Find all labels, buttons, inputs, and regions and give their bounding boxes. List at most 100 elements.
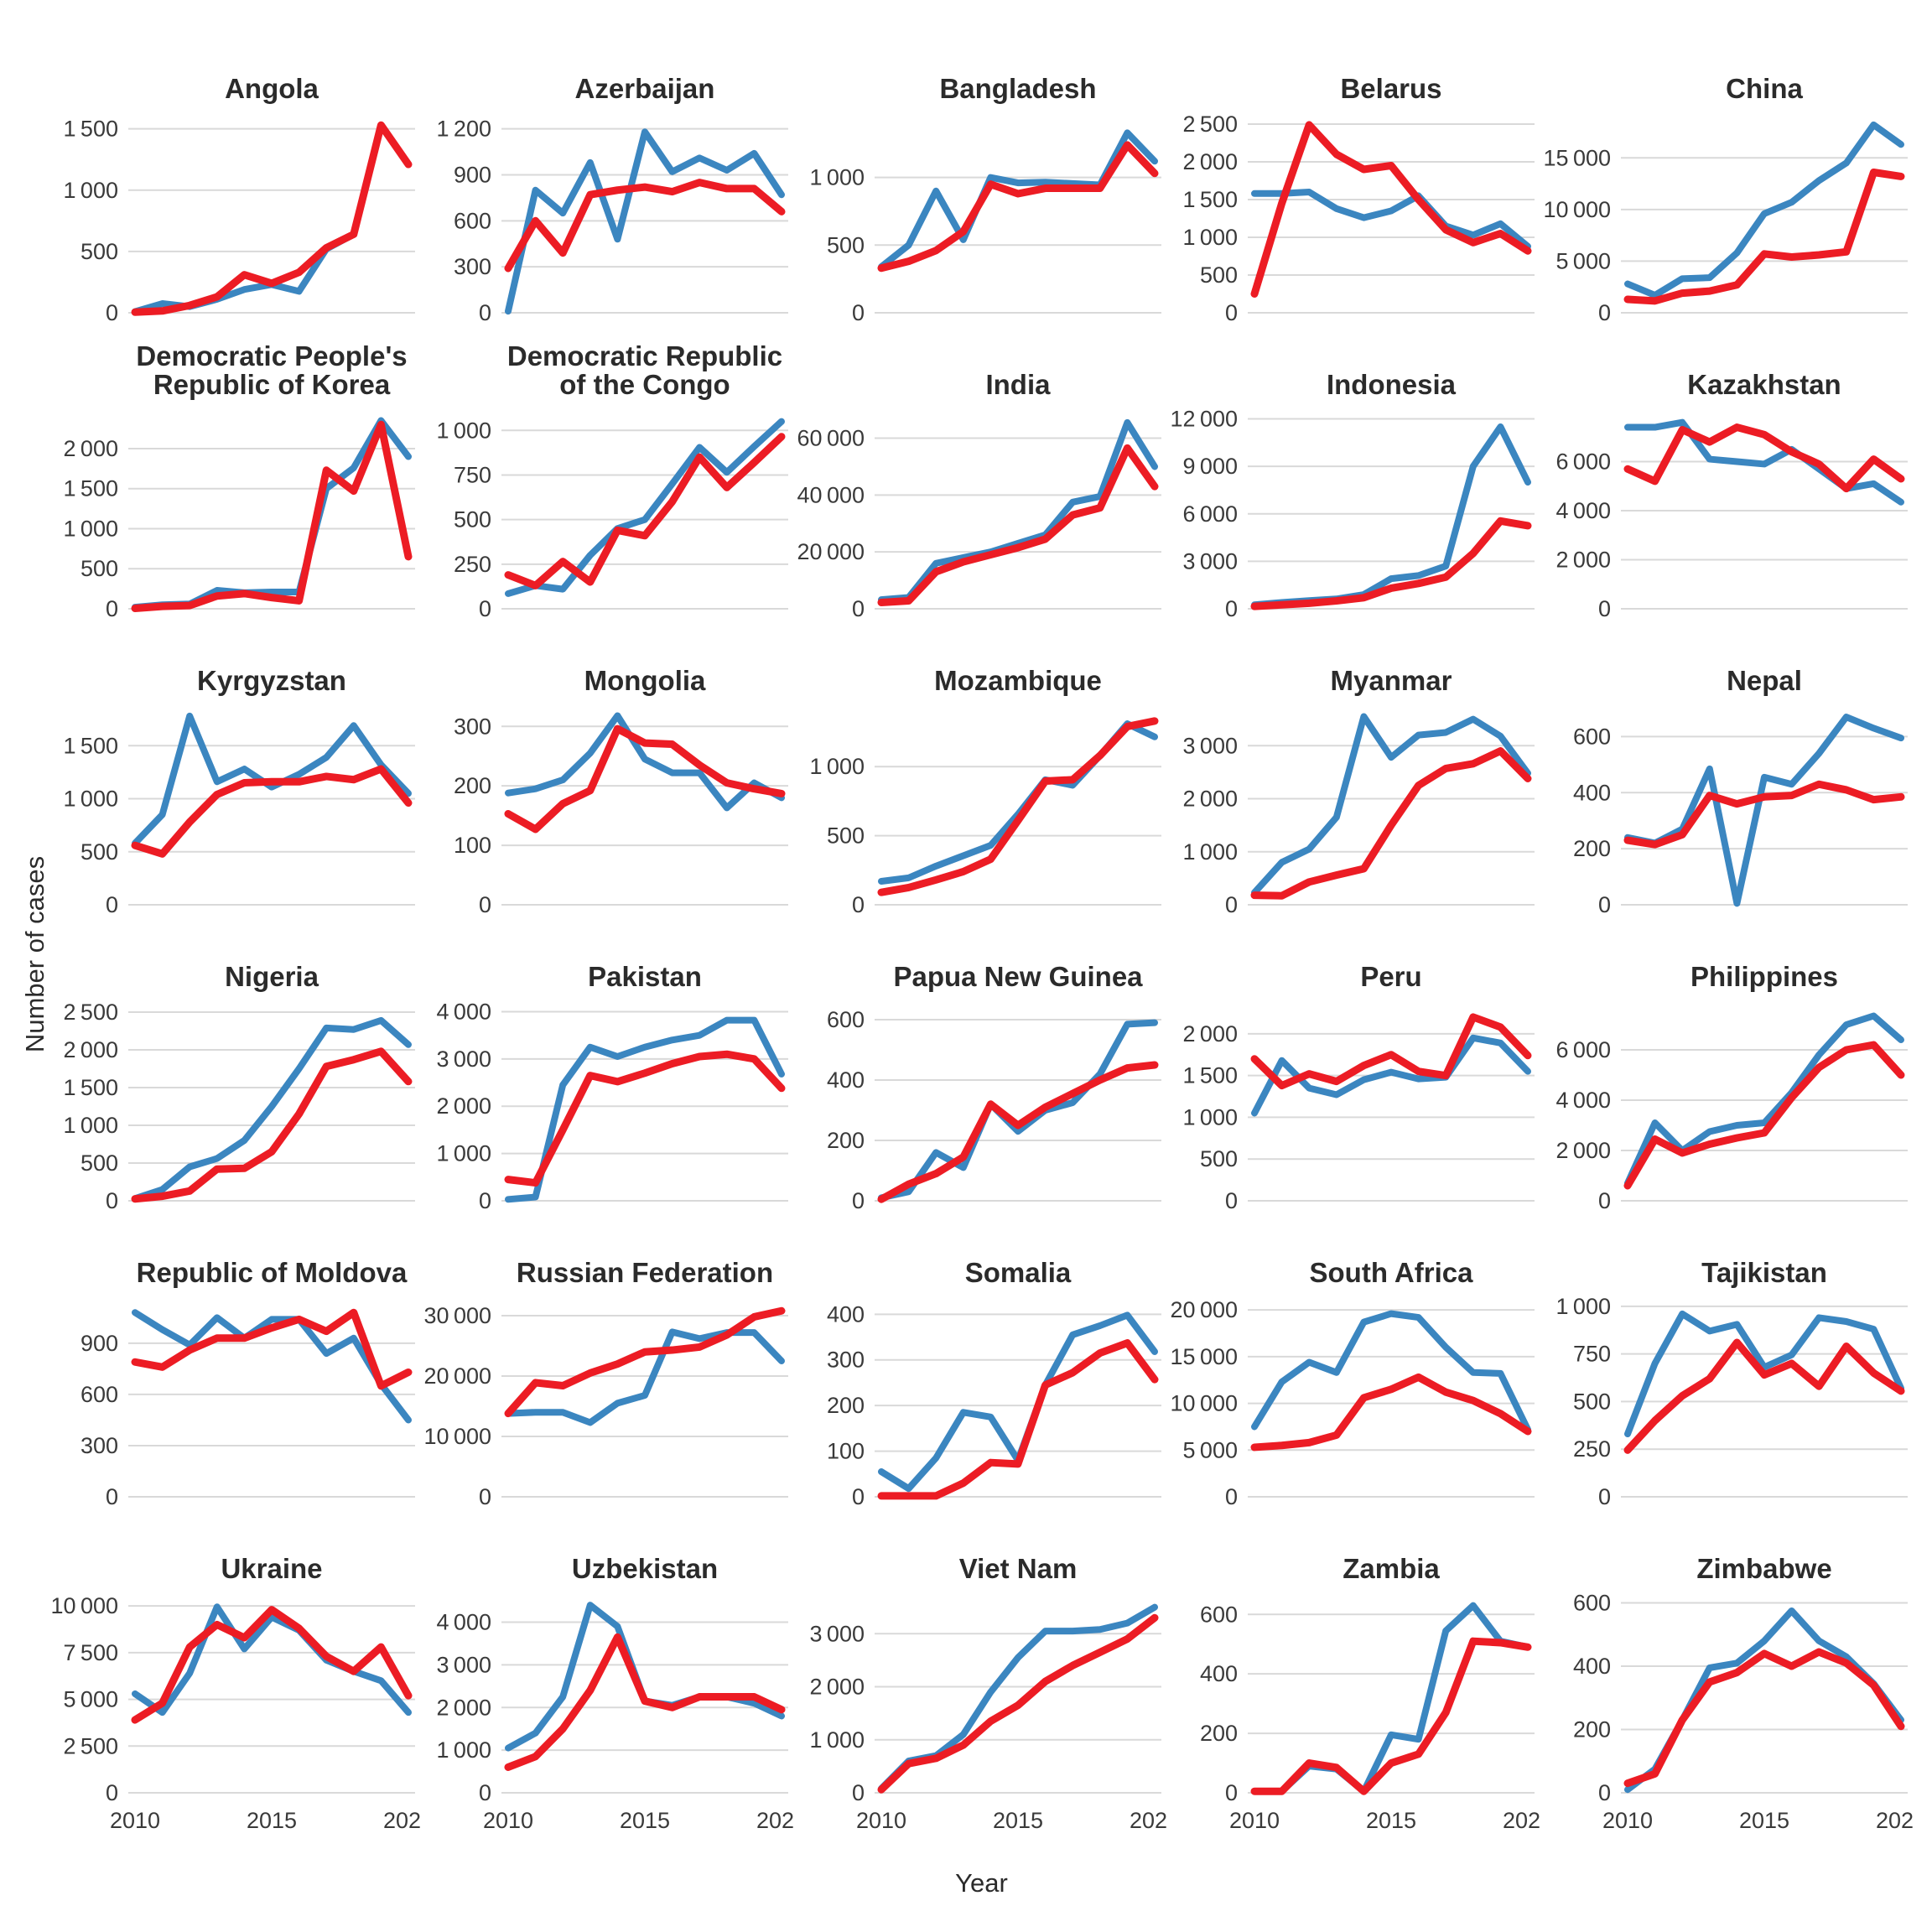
- panel-indonesia: 0 3 000 6 000 9 000 12 000 Indonesia: [1168, 342, 1541, 638]
- y-tick-label: 250: [454, 552, 491, 577]
- y-tick-label: 0: [1225, 1780, 1238, 1805]
- y-tick-label: 10 000: [1544, 197, 1612, 222]
- panel-china: 0 5 000 10 000 15 000 China: [1541, 46, 1914, 342]
- y-tick-label: 0: [479, 596, 491, 621]
- panel-title: Bangladesh: [939, 73, 1096, 104]
- blue-series-line: [132, 1309, 412, 1424]
- y-tick-label: 1 000: [810, 165, 865, 190]
- panel-belarus: 0 500 1 000 1 500 2 000 2 500 Belarus: [1168, 46, 1541, 342]
- y-tick-label: 2 000: [1556, 548, 1611, 573]
- y-tick-label: 500: [1200, 1146, 1238, 1171]
- panel-title: China: [1726, 73, 1803, 104]
- y-tick-label: 500: [1200, 262, 1238, 288]
- panel-nigeria: 0 500 1 000 1 500 2 000 2 500 Nigeria: [49, 934, 422, 1230]
- y-tick-label: 1 200: [437, 117, 491, 142]
- line-chart: 0 1 000 2 000 3 000 4 000 Pakistan: [437, 961, 788, 1213]
- red-series-line: [1623, 1648, 1905, 1788]
- red-series-line: [1623, 780, 1905, 849]
- y-tick-label: 60 000: [797, 426, 865, 451]
- line-chart: 0 500 1 000 1 500 2 000 Democratic People'sRe…: [64, 340, 415, 621]
- y-tick-label: 400: [1573, 780, 1611, 805]
- line-chart: 0 20 000 40 000 60 000 India: [797, 369, 1161, 621]
- blue-series-line: [1624, 714, 1904, 907]
- panel-philippines: 0 2 000 4 000 6 000 Philippines: [1541, 934, 1914, 1230]
- panel-title: Kazakhstan: [1687, 369, 1841, 400]
- line-chart: 0 500 1 000 Bangladesh: [810, 73, 1161, 325]
- panel-title: Myanmar: [1331, 665, 1452, 696]
- y-tick-label: 2 000: [1183, 787, 1238, 812]
- line-chart: 0 300 600 900 Republic of Moldova: [80, 1257, 415, 1509]
- line-chart: 0 300 600 900 1 200 Azerbaijan: [437, 73, 788, 325]
- y-tick-label: 2 000: [437, 1695, 491, 1720]
- blue-series-line: [1251, 713, 1531, 896]
- y-tick-label: 10 000: [51, 1593, 119, 1618]
- y-tick-label: 500: [827, 823, 865, 849]
- y-tick-label: 0: [1225, 596, 1238, 621]
- y-tick-label: 2 500: [64, 1000, 118, 1025]
- y-tick-label: 0: [1225, 300, 1238, 325]
- y-tick-label: 15 000: [1171, 1344, 1239, 1369]
- y-tick-label: 200: [1573, 1717, 1611, 1742]
- panel-title: Azerbaijan: [575, 73, 715, 104]
- panel-title: Pakistan: [588, 961, 702, 992]
- y-tick-label: 200: [1200, 1721, 1238, 1746]
- y-tick-label: 400: [1573, 1654, 1611, 1679]
- y-tick-label: 4 000: [437, 999, 491, 1024]
- y-tick-label: 0: [852, 1188, 865, 1213]
- panel-kyrgyzstan: 0 500 1 000 1 500 Kyrgyzstan: [49, 638, 422, 934]
- y-tick-label: 1 000: [64, 1113, 118, 1138]
- panel-kazakhstan: 0 2 000 4 000 6 000 Kazakhstan: [1541, 342, 1914, 638]
- y-tick-label: 600: [1573, 724, 1611, 749]
- line-chart: 0 5 000 10 000 15 000 20 000 South Africa: [1171, 1257, 1535, 1509]
- red-series-line: [1250, 1637, 1532, 1795]
- y-tick-label: 0: [1598, 1484, 1611, 1509]
- y-tick-label: 1 500: [64, 117, 118, 142]
- panel-title: Republic of Moldova: [137, 1257, 408, 1288]
- line-chart: 0 10 000 20 000 30 000 Russian Federation: [424, 1257, 788, 1509]
- y-tick-label: 750: [1573, 1342, 1611, 1367]
- y-tick-label: 500: [827, 232, 865, 257]
- y-tick-label: 0: [106, 300, 118, 325]
- blue-series-line: [1624, 1012, 1904, 1187]
- line-chart: 0 200 400 600 Papua New Guinea: [827, 961, 1161, 1213]
- line-chart: 0 100 200 300 400 Somalia: [827, 1257, 1161, 1509]
- y-tick-label: 200: [1573, 836, 1611, 861]
- y-tick-label: 1 000: [810, 754, 865, 779]
- line-chart: 0 500 1 000 1 500 2 000 2 500 Nigeria: [64, 961, 415, 1213]
- y-tick-label: 5 000: [1556, 248, 1611, 273]
- blue-series-line: [878, 418, 1158, 604]
- y-tick-label: 0: [1225, 892, 1238, 917]
- panel-title: Nepal: [1727, 665, 1802, 696]
- y-tick-label: 400: [827, 1301, 865, 1327]
- panel-title: Papua New Guinea: [893, 961, 1143, 992]
- red-series-line: [131, 121, 413, 316]
- line-chart: 0 3 000 6 000 9 000 12 000 Indonesia: [1171, 369, 1535, 621]
- y-tick-label: 1 500: [1183, 1063, 1238, 1088]
- blue-series-line: [505, 128, 785, 315]
- y-tick-label: 3 000: [437, 1046, 491, 1072]
- y-tick-label: 2 000: [64, 436, 118, 461]
- panel-title: Republic of Korea: [153, 369, 391, 400]
- y-tick-label: 0: [106, 1188, 118, 1213]
- y-tick-label: 2 000: [437, 1093, 491, 1119]
- y-tick-label: 2 500: [64, 1733, 118, 1758]
- x-tick-label: 2010: [483, 1808, 533, 1833]
- panel-title: Viet Nam: [959, 1553, 1078, 1584]
- y-tick-label: 2 000: [810, 1675, 865, 1700]
- y-tick-label: 5 000: [64, 1687, 118, 1712]
- y-tick-label: 4 000: [1556, 1088, 1611, 1113]
- y-tick-label: 1 000: [64, 178, 118, 203]
- blue-series-line: [878, 1019, 1158, 1202]
- y-tick-label: 500: [1573, 1389, 1611, 1414]
- panel-papua-new-guinea: 0 200 400 600 Papua New Guinea: [795, 934, 1168, 1230]
- y-tick-label: 1 500: [64, 1075, 118, 1100]
- red-series-line: [877, 1613, 1159, 1794]
- blue-series-line: [1624, 1607, 1904, 1794]
- y-tick-label: 0: [852, 596, 865, 621]
- y-tick-label: 100: [827, 1439, 865, 1464]
- panel-republic-of-moldova: 0 300 600 900 Republic of Moldova: [49, 1230, 422, 1526]
- y-tick-label: 0: [106, 596, 118, 621]
